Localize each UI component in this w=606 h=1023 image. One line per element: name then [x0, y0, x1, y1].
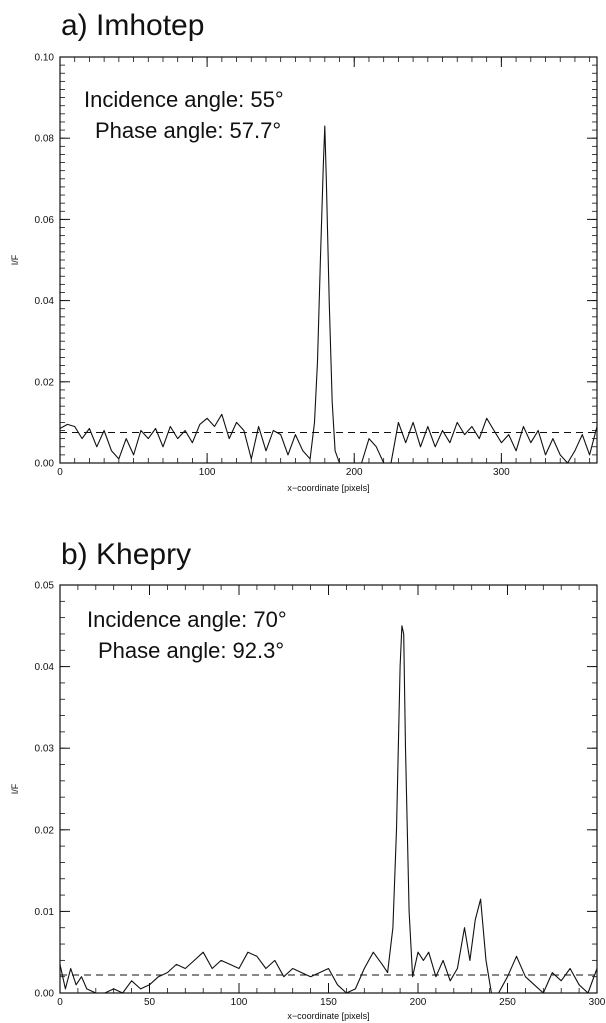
y-tick-label: 0.03: [35, 744, 55, 755]
x-tick-label: 300: [589, 997, 606, 1008]
y-tick-label: 0.06: [35, 215, 55, 226]
chart-panel-b: b) Khepry 0 50 100 150 200 250 300 0.00 0.01 0.02 0…: [10, 538, 606, 1021]
x-tick-label: 0: [57, 997, 63, 1008]
y-tick-label: 0.05: [35, 581, 55, 592]
chart-panel-a: a) Imhotep 0 100 200 300 0.00 0.02 0.04 0.06 0.08…: [10, 9, 598, 493]
y-tick-label: 0.02: [35, 377, 55, 388]
annotation-text: Phase angle: 92.3°: [98, 638, 284, 663]
x-axis-label: x−coordinate [pixels]: [287, 1011, 369, 1021]
x-tick-label: 50: [144, 997, 156, 1008]
y-tick-label: 0.02: [35, 825, 55, 836]
x-tick-label: 100: [199, 467, 216, 478]
x-axis-label: x−coordinate [pixels]: [287, 483, 369, 493]
x-tick-label: 250: [499, 997, 516, 1008]
y-tick-label: 0.08: [35, 134, 55, 145]
y-tick-label: 0.10: [35, 53, 55, 64]
x-tick-label: 0: [57, 467, 63, 478]
chart-title: a) Imhotep: [61, 9, 204, 42]
y-tick-label: 0.04: [35, 662, 55, 673]
x-tick-label: 200: [346, 467, 363, 478]
y-tick-label: 0.04: [35, 296, 55, 307]
data-series-line: [59, 125, 598, 464]
y-tick-label: 0.00: [35, 989, 55, 1000]
data-series-line: [59, 625, 598, 994]
y-tick-label: 0.01: [35, 907, 55, 918]
x-tick-label: 300: [493, 467, 510, 478]
chart-title: b) Khepry: [61, 538, 191, 571]
x-tick-label: 100: [231, 997, 248, 1008]
x-tick-label: 150: [320, 997, 337, 1008]
annotation-text: Phase angle: 57.7°: [95, 118, 281, 143]
x-tick-label: 200: [410, 997, 427, 1008]
y-axis-label: I/F: [10, 254, 20, 265]
annotation-text: Incidence angle: 70°: [87, 607, 287, 632]
annotation-text: Incidence angle: 55°: [84, 87, 284, 112]
y-tick-label: 0.00: [35, 459, 55, 470]
y-axis-label: I/F: [10, 783, 20, 794]
